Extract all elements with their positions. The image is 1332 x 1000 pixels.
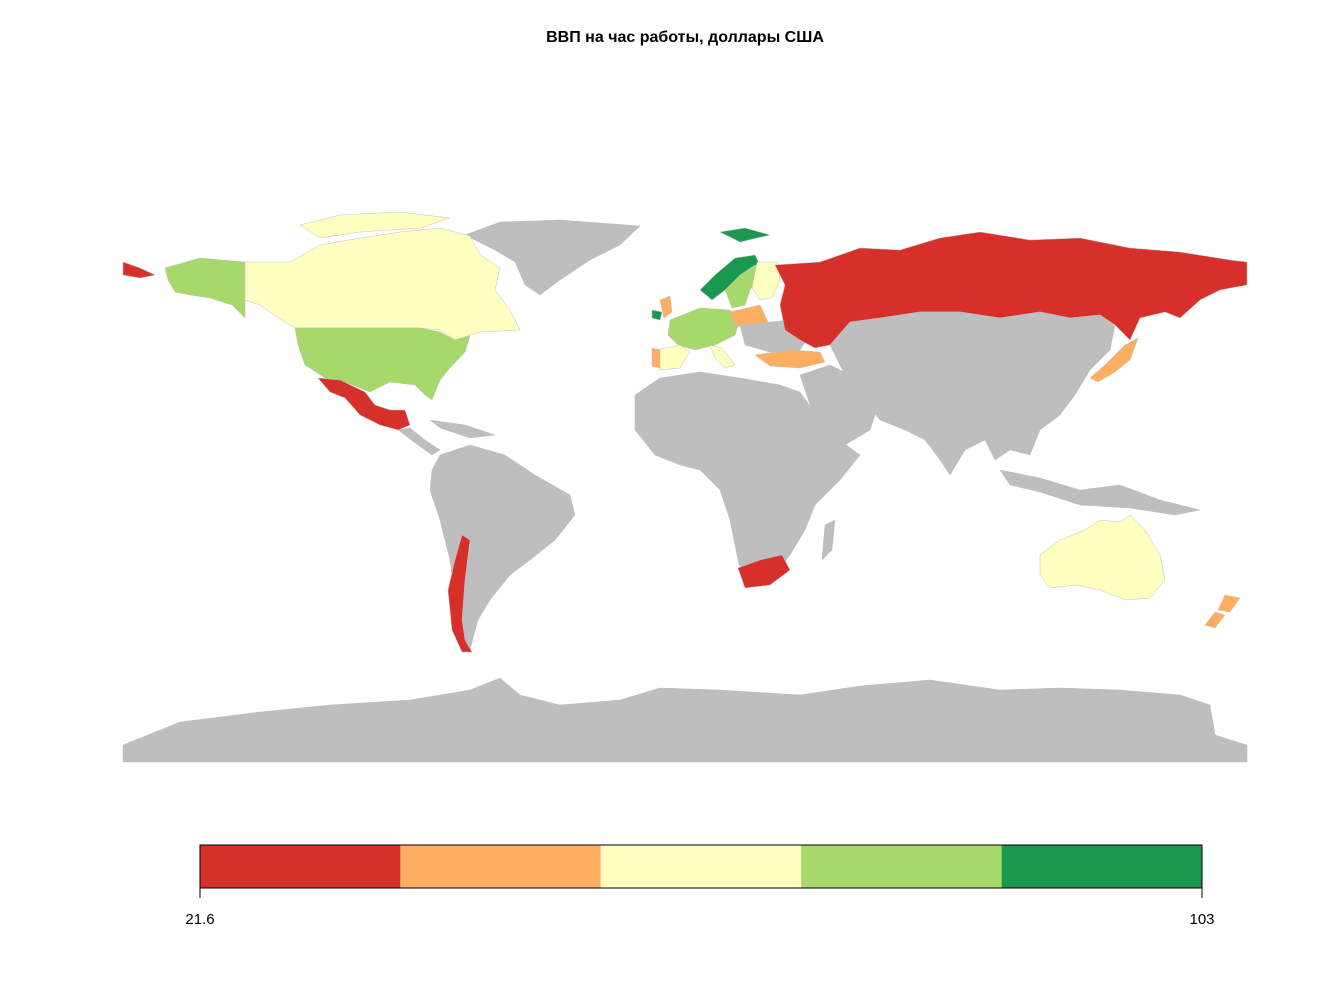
region [1204,611,1226,629]
region [719,227,771,243]
legend-min: 21.6 [185,911,214,928]
legend-swatch [801,845,1002,888]
land [999,469,1201,516]
region [1039,514,1166,601]
world-map [122,211,1248,763]
region [244,227,521,341]
region [651,347,661,369]
legend-border [199,844,1203,889]
region [1089,337,1139,383]
region [709,344,736,369]
region [1217,594,1241,613]
land [397,427,441,456]
land [829,311,1116,476]
region [751,261,781,301]
region [164,257,246,319]
land [122,677,1248,763]
region [294,327,471,401]
map-title: ВВП на час работы, доллары США [546,29,824,46]
land [634,371,861,586]
region [447,534,473,653]
region [299,211,451,239]
region [122,261,156,279]
legend-swatch [400,845,601,888]
legend-swatch [1001,845,1202,888]
legend [199,844,1203,889]
region [737,554,791,589]
region [667,307,741,351]
legend-swatch [600,845,802,888]
region [317,377,411,431]
land [799,364,881,446]
region [651,309,663,321]
legend-max: 103 [1189,911,1214,928]
region [754,349,826,369]
land [429,444,576,651]
region [774,231,1248,349]
legend-swatch [200,845,401,888]
land [429,419,496,439]
region [659,295,673,319]
land [464,219,641,296]
land [821,519,836,561]
